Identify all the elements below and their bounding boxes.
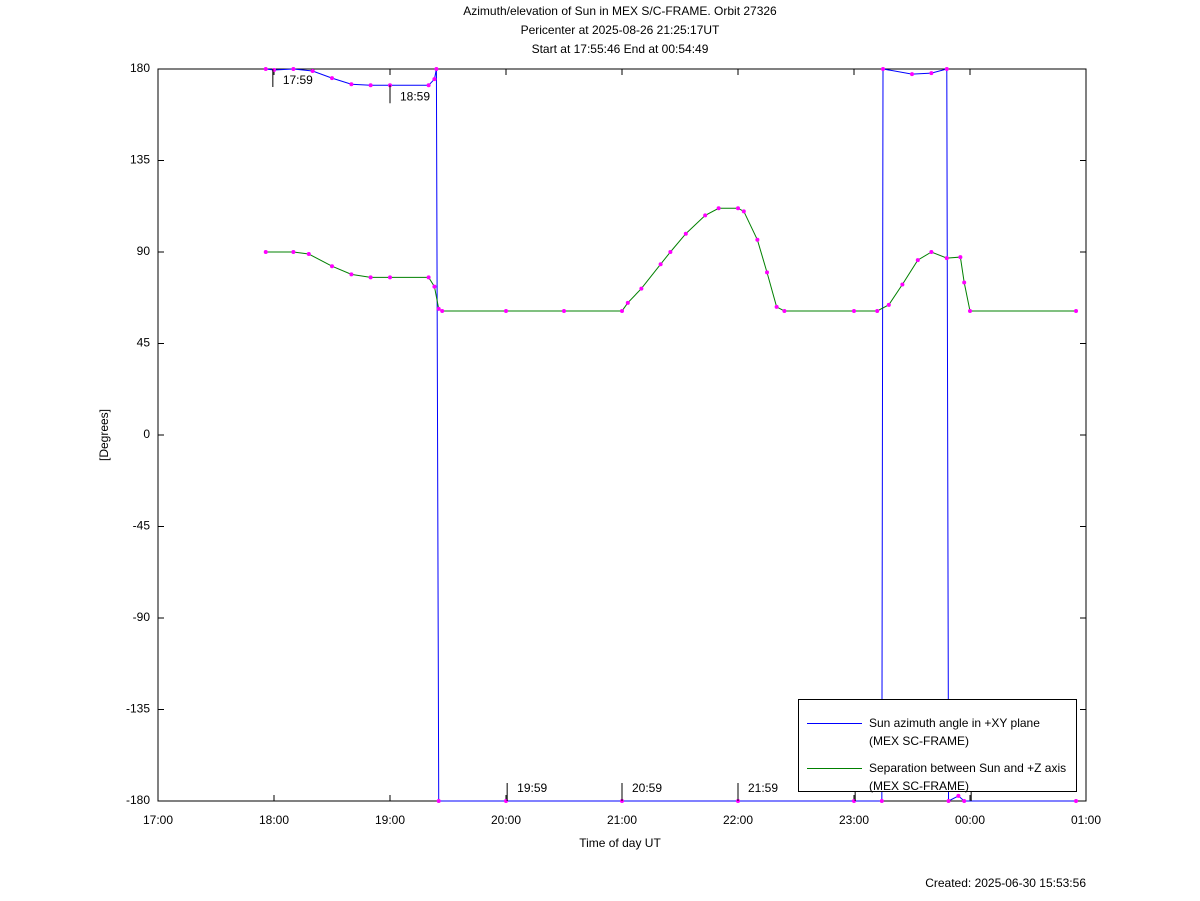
data-point — [716, 206, 721, 211]
footer: Created: 2025-06-30 15:53:56 — [925, 876, 1086, 890]
data-point — [330, 76, 334, 81]
chart-subtitle: Start at 17:55:46 End at 00:54:49 — [532, 42, 709, 56]
data-point — [562, 308, 566, 313]
y-tick-label: 0 — [143, 427, 150, 441]
data-point — [929, 71, 934, 76]
data-point — [852, 308, 856, 313]
data-point — [946, 799, 951, 803]
y-tick-label: 90 — [137, 244, 151, 258]
y-tick-label: 180 — [130, 61, 150, 75]
data-point — [944, 67, 949, 71]
data-point — [620, 308, 624, 313]
x-tick-label: 20:00 — [491, 813, 521, 827]
data-point — [755, 237, 760, 242]
series-line — [265, 207, 1077, 312]
y-tick-label: 135 — [130, 153, 150, 167]
x-tick-label: 00:00 — [955, 813, 985, 827]
data-point — [639, 286, 644, 291]
data-point — [958, 255, 963, 260]
data-point — [263, 67, 268, 71]
annotation-label: 20:59 — [632, 781, 662, 795]
data-point — [368, 83, 373, 88]
data-point — [658, 262, 663, 267]
data-point — [1074, 308, 1079, 313]
data-point — [968, 308, 972, 313]
data-point — [956, 793, 961, 798]
data-point — [440, 308, 445, 313]
x-tick-label: 01:00 — [1071, 813, 1101, 827]
annotation-label: 21:59 — [748, 781, 778, 795]
data-point — [703, 213, 708, 218]
data-point — [349, 82, 354, 87]
data-point — [291, 250, 296, 254]
data-point — [504, 308, 508, 313]
y-axis-label: [Degrees] — [97, 409, 111, 461]
data-point — [879, 799, 884, 803]
legend-label: Sun azimuth angle in +XY plane (MEX SC-F… — [869, 716, 1040, 748]
legend: Sun azimuth angle in +XY plane (MEX SC-F… — [798, 699, 1077, 793]
y-tick-label: -135 — [126, 702, 150, 716]
data-point — [291, 67, 296, 71]
data-point — [426, 83, 431, 88]
data-point — [736, 206, 740, 211]
data-point — [774, 304, 779, 309]
x-tick-label: 17:00 — [143, 813, 173, 827]
data-point — [668, 250, 673, 254]
y-tick-label: -180 — [126, 793, 150, 807]
legend-label: Separation between Sun and +Z axis (MEX … — [869, 761, 1067, 793]
data-point — [368, 275, 373, 280]
data-point — [330, 264, 334, 269]
annotation-label: 19:59 — [517, 781, 547, 795]
x-tick-label: 21:00 — [607, 813, 637, 827]
series-line — [265, 68, 1077, 802]
data-point — [388, 275, 392, 280]
y-tick-label: 45 — [137, 336, 151, 350]
data-point — [1074, 799, 1079, 803]
y-tick-label: -90 — [133, 610, 151, 624]
data-point — [900, 282, 905, 287]
data-point — [426, 275, 431, 280]
data-point — [915, 258, 920, 263]
annotation-label: 17:59 — [283, 73, 313, 87]
legend-swatch — [807, 723, 862, 724]
x-tick-label: 23:00 — [839, 813, 869, 827]
data-point — [434, 67, 439, 71]
data-point — [306, 252, 311, 257]
data-point — [886, 302, 891, 307]
data-point — [881, 67, 885, 71]
x-axis-label: Time of day UT — [579, 836, 661, 850]
data-point — [875, 308, 880, 313]
data-point — [432, 77, 437, 82]
data-point — [310, 69, 315, 74]
y-tick-label: -45 — [133, 519, 151, 533]
data-point — [432, 284, 437, 289]
data-point — [625, 300, 630, 305]
annotation-label: 18:59 — [400, 89, 430, 103]
x-tick-label: 22:00 — [723, 813, 753, 827]
data-point — [962, 280, 967, 285]
data-point — [962, 799, 967, 803]
data-point — [263, 250, 268, 254]
data-point — [782, 308, 787, 313]
chart-title: Azimuth/elevation of Sun in MEX S/C-FRAM… — [463, 4, 777, 18]
x-tick-label: 19:00 — [375, 813, 405, 827]
data-point — [944, 256, 949, 261]
chart-subtitle: Pericenter at 2025-08-26 21:25:17UT — [521, 23, 720, 37]
data-point — [765, 270, 769, 275]
legend-swatch — [807, 768, 862, 769]
data-point — [683, 231, 688, 236]
x-tick-label: 18:00 — [259, 813, 289, 827]
data-point — [436, 799, 441, 803]
data-point — [349, 272, 354, 277]
data-point — [910, 72, 914, 77]
data-point — [436, 306, 441, 311]
data-point — [741, 209, 746, 214]
data-point — [929, 250, 934, 254]
